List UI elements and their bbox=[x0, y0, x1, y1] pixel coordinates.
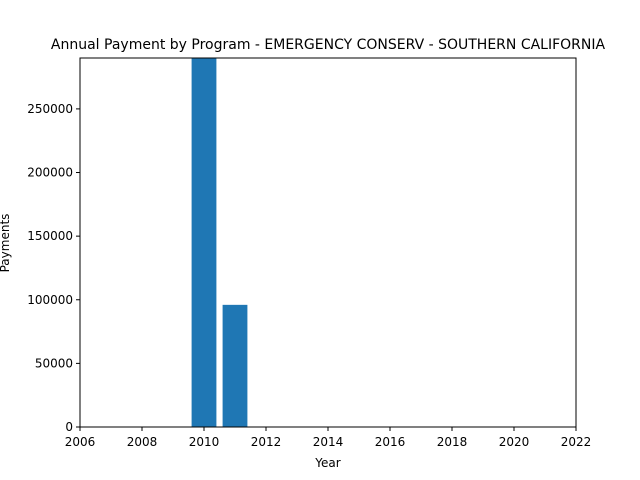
x-tick-label: 2012 bbox=[251, 435, 282, 449]
y-tick-label: 200000 bbox=[27, 166, 73, 180]
y-tick-label: 50000 bbox=[35, 356, 73, 370]
x-tick-label: 2018 bbox=[437, 435, 468, 449]
y-axis-label: Payments bbox=[0, 214, 12, 273]
x-tick-label: 2020 bbox=[499, 435, 530, 449]
bar-2011 bbox=[222, 304, 248, 427]
y-tick-label: 150000 bbox=[27, 229, 73, 243]
y-axis-ticks: 0 50000 100000 150000 200000 250000 bbox=[27, 102, 80, 434]
x-tick-label: 2016 bbox=[375, 435, 406, 449]
x-axis-label: Year bbox=[314, 456, 340, 470]
chart-title: Annual Payment by Program - EMERGENCY CO… bbox=[51, 37, 606, 53]
x-tick-label: 2022 bbox=[561, 435, 592, 449]
x-tick-label: 2010 bbox=[189, 435, 220, 449]
plot-frame bbox=[79, 57, 577, 428]
bars bbox=[191, 58, 248, 427]
y-tick-label: 250000 bbox=[27, 102, 73, 116]
x-tick-label: 2008 bbox=[127, 435, 158, 449]
bar-2010 bbox=[191, 58, 217, 427]
y-tick-label: 100000 bbox=[27, 293, 73, 307]
x-tick-label: 2014 bbox=[313, 435, 344, 449]
x-axis-ticks: 2006 2008 2010 2012 2014 2016 2018 2020 2022 bbox=[65, 427, 592, 449]
y-tick-label: 0 bbox=[65, 420, 73, 434]
x-tick-label: 2006 bbox=[65, 435, 96, 449]
